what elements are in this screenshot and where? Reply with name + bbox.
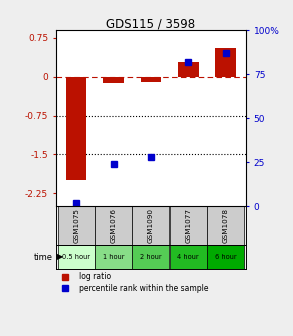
Bar <box>58 206 95 245</box>
Text: 1 hour: 1 hour <box>103 254 124 260</box>
Text: GSM1075: GSM1075 <box>73 208 79 243</box>
Bar <box>58 245 95 269</box>
Bar <box>170 245 207 269</box>
Bar <box>132 206 169 245</box>
Bar <box>132 245 169 269</box>
Bar <box>66 77 86 180</box>
Bar <box>207 206 244 245</box>
Text: 4 hour: 4 hour <box>178 254 199 260</box>
Bar <box>170 206 207 245</box>
Bar <box>141 77 161 82</box>
Text: GSM1078: GSM1078 <box>223 208 229 243</box>
Text: GSM1077: GSM1077 <box>185 208 191 243</box>
Bar <box>178 62 198 77</box>
Text: 0.5 hour: 0.5 hour <box>62 254 90 260</box>
Text: percentile rank within the sample: percentile rank within the sample <box>79 284 208 293</box>
Text: 6 hour: 6 hour <box>215 254 236 260</box>
Text: 2 hour: 2 hour <box>140 254 162 260</box>
Text: GSM1076: GSM1076 <box>110 208 117 243</box>
Bar <box>103 77 124 83</box>
Text: GSM1090: GSM1090 <box>148 208 154 243</box>
Text: log ratio: log ratio <box>79 272 111 281</box>
Title: GDS115 / 3598: GDS115 / 3598 <box>106 17 195 30</box>
Bar <box>95 206 132 245</box>
Bar <box>215 48 236 77</box>
Text: time: time <box>34 253 53 261</box>
Bar <box>95 245 132 269</box>
Bar <box>207 245 244 269</box>
Text: ▶: ▶ <box>57 253 64 261</box>
